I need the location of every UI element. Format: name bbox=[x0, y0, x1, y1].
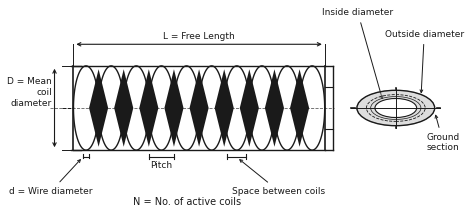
Text: Inside diameter: Inside diameter bbox=[322, 8, 393, 98]
Text: D = Mean
coil
diameter: D = Mean coil diameter bbox=[8, 77, 52, 108]
Polygon shape bbox=[240, 69, 259, 147]
Text: d = Wire diameter: d = Wire diameter bbox=[9, 160, 93, 196]
Text: Ground
section: Ground section bbox=[427, 115, 460, 152]
Polygon shape bbox=[265, 69, 284, 147]
Text: L = Free Length: L = Free Length bbox=[163, 32, 235, 41]
Text: N = No. of active coils: N = No. of active coils bbox=[133, 197, 241, 207]
Circle shape bbox=[357, 90, 435, 126]
Polygon shape bbox=[164, 69, 183, 147]
Polygon shape bbox=[215, 69, 234, 147]
Polygon shape bbox=[89, 69, 108, 147]
Polygon shape bbox=[290, 69, 309, 147]
Polygon shape bbox=[139, 69, 158, 147]
Text: Pitch: Pitch bbox=[150, 161, 173, 170]
Polygon shape bbox=[190, 69, 209, 147]
Text: Outside diameter: Outside diameter bbox=[385, 30, 464, 93]
Circle shape bbox=[375, 98, 417, 118]
Polygon shape bbox=[114, 69, 133, 147]
Text: Space between coils: Space between coils bbox=[232, 160, 325, 196]
